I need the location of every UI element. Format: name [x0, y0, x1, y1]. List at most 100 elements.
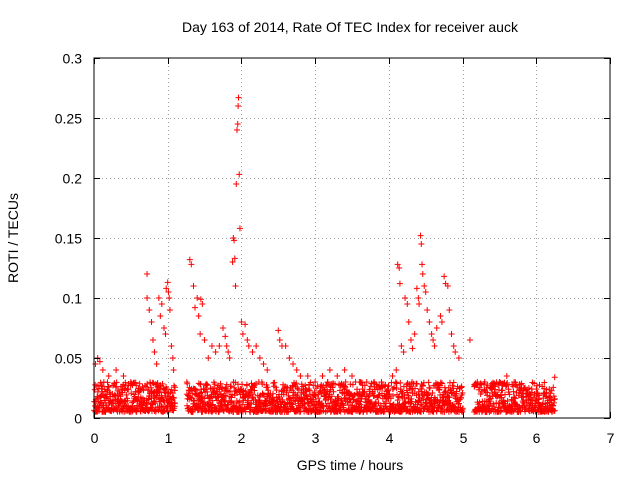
data-point	[393, 367, 400, 373]
data-point	[429, 390, 436, 397]
data-point	[231, 255, 238, 262]
data-point	[191, 397, 198, 404]
data-point	[289, 401, 296, 408]
data-point	[404, 389, 411, 396]
data-point	[96, 358, 103, 365]
data-point	[357, 398, 364, 405]
data-point	[481, 379, 488, 385]
data-point	[269, 390, 276, 397]
data-point	[165, 289, 172, 295]
data-point	[499, 387, 506, 394]
x-tick-label: 0	[91, 430, 99, 446]
data-point	[349, 373, 355, 379]
data-point	[144, 295, 151, 301]
data-point	[158, 301, 165, 307]
data-point	[195, 313, 202, 319]
data-point	[249, 349, 256, 355]
data-point	[260, 391, 267, 398]
data-point	[275, 400, 282, 407]
data-point	[328, 393, 335, 400]
data-point	[190, 283, 197, 289]
x-axis-label: GPS time / hours	[297, 457, 404, 473]
data-point	[361, 382, 368, 389]
data-point	[446, 394, 453, 401]
data-point	[197, 296, 204, 303]
data-point	[450, 343, 457, 349]
data-point	[157, 313, 164, 319]
data-point	[251, 387, 258, 394]
y-tick-label: 0.15	[55, 231, 82, 247]
data-point	[149, 337, 156, 343]
data-point	[304, 373, 311, 379]
data-point	[426, 385, 433, 392]
data-point	[390, 392, 397, 399]
data-point	[272, 384, 279, 391]
data-point	[156, 389, 163, 396]
data-point	[276, 337, 283, 343]
data-point	[424, 307, 431, 313]
x-tick-label: 1	[165, 430, 173, 446]
data-point	[361, 388, 368, 395]
data-point	[476, 399, 483, 406]
data-point	[244, 337, 251, 343]
data-point	[184, 380, 191, 387]
data-point	[425, 391, 432, 398]
data-point	[518, 385, 525, 391]
data-point	[339, 401, 346, 408]
data-point	[128, 390, 135, 397]
data-point	[334, 373, 341, 379]
data-point	[229, 259, 236, 265]
data-point	[504, 398, 511, 405]
data-point	[382, 381, 389, 388]
y-tick-labels: 0 0.05 0.1 0.15 0.2 0.25 0.3	[55, 51, 82, 427]
data-point	[164, 279, 171, 286]
data-point	[408, 386, 415, 393]
data-point	[497, 408, 504, 415]
y-axis-label: ROTI / TECUs	[5, 193, 21, 283]
data-point	[208, 343, 215, 349]
data-point	[312, 379, 319, 385]
data-point	[307, 379, 314, 386]
data-point	[199, 301, 206, 307]
axis-ticks	[94, 58, 611, 419]
data-point	[319, 402, 326, 409]
data-point	[367, 383, 374, 390]
data-point	[438, 380, 445, 387]
data-point	[450, 379, 457, 386]
data-point	[342, 379, 349, 386]
data-point	[322, 397, 329, 404]
grid-lines	[94, 58, 610, 418]
data-point	[430, 337, 437, 343]
data-point	[132, 379, 139, 386]
data-point	[117, 393, 124, 400]
data-point	[533, 382, 540, 389]
data-point	[104, 379, 111, 386]
data-point	[548, 387, 555, 394]
data-point	[411, 331, 418, 337]
data-point	[163, 386, 170, 393]
data-point	[170, 394, 177, 401]
data-point	[253, 343, 260, 349]
data-point	[217, 380, 224, 387]
data-point	[389, 373, 396, 379]
data-point	[273, 387, 280, 394]
data-point	[151, 349, 158, 355]
data-point	[452, 349, 459, 355]
data-point	[197, 331, 204, 337]
data-point	[400, 349, 407, 355]
data-point	[233, 181, 240, 187]
x-tick-label: 5	[460, 430, 468, 446]
data-point	[396, 280, 403, 287]
data-point	[148, 384, 155, 391]
data-point	[203, 380, 210, 387]
data-point	[421, 283, 428, 289]
data-point	[164, 407, 171, 414]
data-point	[275, 327, 282, 334]
data-point	[490, 400, 497, 407]
data-point	[264, 367, 271, 373]
data-point	[294, 392, 301, 399]
data-point	[437, 313, 444, 319]
data-point	[459, 389, 466, 396]
data-point	[286, 395, 293, 402]
data-point	[197, 381, 204, 388]
